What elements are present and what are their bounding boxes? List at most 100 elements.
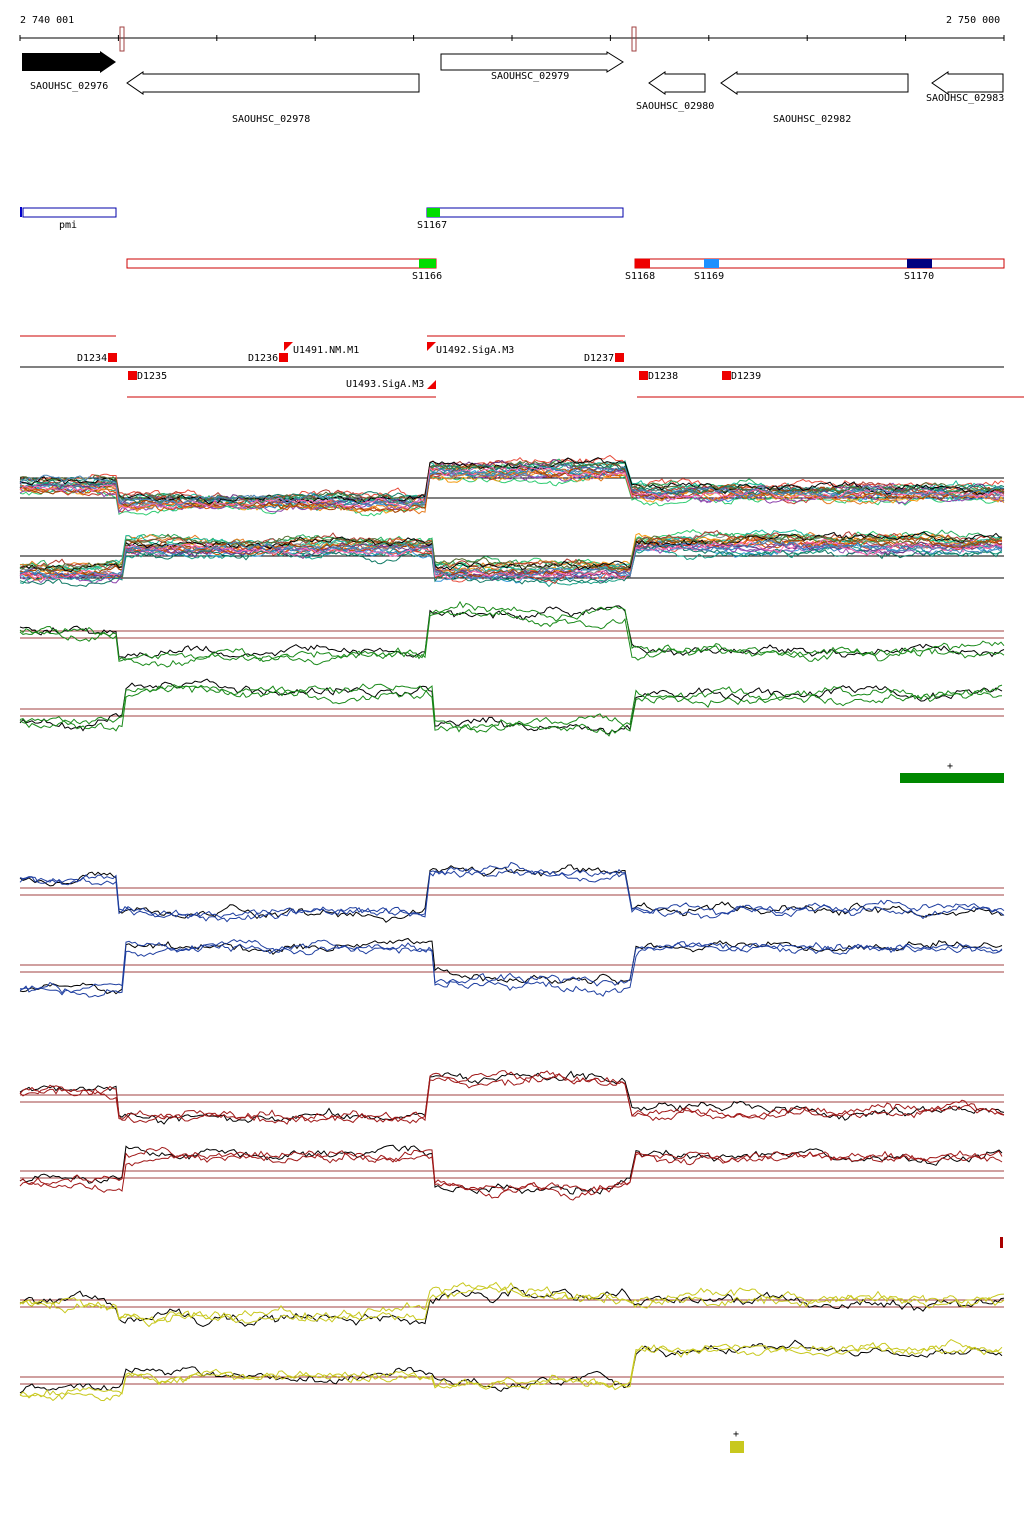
expression-trace	[19, 1150, 1003, 1196]
expression-trace	[19, 600, 1005, 666]
segment-label: pmi	[59, 220, 77, 231]
segment-marker	[419, 259, 436, 268]
expression-trace	[19, 1070, 1005, 1125]
feature-label: U1493.SigA.M3	[346, 379, 424, 390]
gene-arrow[interactable]	[440, 51, 624, 73]
expression-trace	[19, 543, 1003, 587]
segment-label: S1167	[417, 220, 447, 231]
segment-label: S1166	[412, 271, 442, 282]
ruler-start-label: 2 740 001	[20, 15, 74, 26]
segment-box[interactable]	[126, 258, 437, 269]
feature-marker[interactable]	[639, 371, 648, 380]
expression-trace	[19, 866, 1005, 920]
feature-label: D1238	[648, 371, 678, 382]
expression-trace	[19, 1146, 1003, 1201]
feature-label: D1235	[137, 371, 167, 382]
expression-trace	[19, 1070, 1005, 1125]
gene-arrow[interactable]	[126, 71, 420, 95]
feature-track: D1234 D1235 D1236 U1491.NM.M1 U1492.SigA…	[20, 335, 1024, 398]
expression-trace	[19, 540, 1003, 582]
feature-label: U1492.SigA.M3	[436, 345, 514, 356]
expression-trace	[19, 937, 1003, 995]
expression-trace	[19, 605, 1005, 659]
feature-label: D1236	[248, 353, 278, 364]
expression-trace	[19, 529, 1003, 571]
segment-box[interactable]	[426, 207, 624, 218]
expression-trace	[19, 864, 1005, 923]
expression-trace	[19, 683, 1003, 737]
feature-marker[interactable]	[722, 371, 731, 380]
feature-marker[interactable]	[279, 353, 288, 362]
gene-label: SAOUHSC_02978	[232, 114, 310, 125]
gene-label: SAOUHSC_02976	[30, 81, 108, 92]
strand-plus-mark: +	[947, 761, 953, 772]
segment-marker	[427, 208, 440, 217]
blue-profile-track	[19, 861, 1005, 998]
segment-box[interactable]	[634, 258, 1005, 269]
expression-trace	[19, 678, 1003, 735]
yellow-box	[730, 1441, 744, 1453]
coordinate-ruler: 2 740 001 2 750 000	[19, 15, 1005, 52]
yellow-profile-track	[19, 1281, 1005, 1402]
feature-marker[interactable]	[128, 371, 137, 380]
green-profile-track	[19, 600, 1005, 737]
feature-marker[interactable]	[108, 353, 117, 362]
segment-label: S1169	[694, 271, 724, 282]
multi-sample-profile-reverse	[19, 529, 1004, 588]
expression-trace	[19, 457, 1005, 505]
segment-label: S1170	[904, 271, 934, 282]
ruler-marker	[119, 26, 125, 52]
feature-marker[interactable]	[427, 380, 436, 389]
blue-segment-track: pmi S1167	[20, 207, 624, 231]
expression-trace	[19, 608, 1005, 668]
segment-marker	[704, 259, 719, 268]
ruler-ticks	[19, 35, 1005, 41]
gene-label: SAOUHSC_02983	[926, 93, 1004, 104]
red-tick	[1000, 1237, 1003, 1248]
gene-label: SAOUHSC_02979	[491, 71, 569, 82]
ruler-marker	[631, 26, 637, 52]
expression-trace	[19, 939, 1003, 997]
expression-trace	[19, 539, 1002, 581]
multi-sample-profile-forward	[19, 454, 1005, 517]
green-bar	[900, 773, 1004, 783]
gene-arrow[interactable]	[648, 71, 706, 95]
segment-box[interactable]	[22, 207, 117, 218]
expression-trace	[19, 1070, 1005, 1124]
expression-trace	[19, 463, 1004, 509]
strand-plus-mark: +	[733, 1429, 739, 1440]
feature-label: U1491.NM.M1	[293, 345, 359, 356]
segment-marker	[907, 259, 932, 268]
feature-label: D1239	[731, 371, 761, 382]
feature-marker[interactable]	[284, 342, 293, 351]
expression-trace	[19, 939, 1003, 998]
feature-label: D1234	[77, 353, 107, 364]
expression-trace	[19, 460, 1005, 505]
gene-arrow[interactable]	[22, 51, 116, 73]
expression-trace	[19, 1286, 1005, 1328]
segment-marker	[635, 259, 650, 268]
expression-trace	[19, 538, 1003, 581]
gene-arrow[interactable]	[931, 71, 1004, 95]
expression-trace	[19, 1339, 1003, 1402]
expression-trace	[19, 466, 1005, 510]
feature-marker[interactable]	[615, 353, 624, 362]
segment-label: S1168	[625, 271, 655, 282]
expression-trace	[19, 531, 1003, 573]
gene-label: SAOUHSC_02982	[773, 114, 851, 125]
expression-trace	[19, 1281, 1005, 1324]
expression-trace	[19, 461, 1005, 506]
gene-label: SAOUHSC_02980	[636, 101, 714, 112]
expression-trace	[19, 533, 1003, 574]
feature-label: D1237	[584, 353, 614, 364]
expression-trace	[19, 469, 1005, 515]
segment-edge	[20, 207, 22, 217]
ruler-end-label: 2 750 000	[946, 15, 1000, 26]
gene-track: SAOUHSC_02976 SAOUHSC_02978 SAOUHSC_0297…	[22, 51, 1004, 125]
red-segment-track: S1166 S1168 S1169 S1170	[126, 258, 1005, 282]
expression-trace	[19, 684, 1003, 733]
gene-arrow[interactable]	[720, 71, 909, 95]
feature-marker[interactable]	[427, 342, 436, 351]
red-profile-track	[19, 1070, 1005, 1201]
